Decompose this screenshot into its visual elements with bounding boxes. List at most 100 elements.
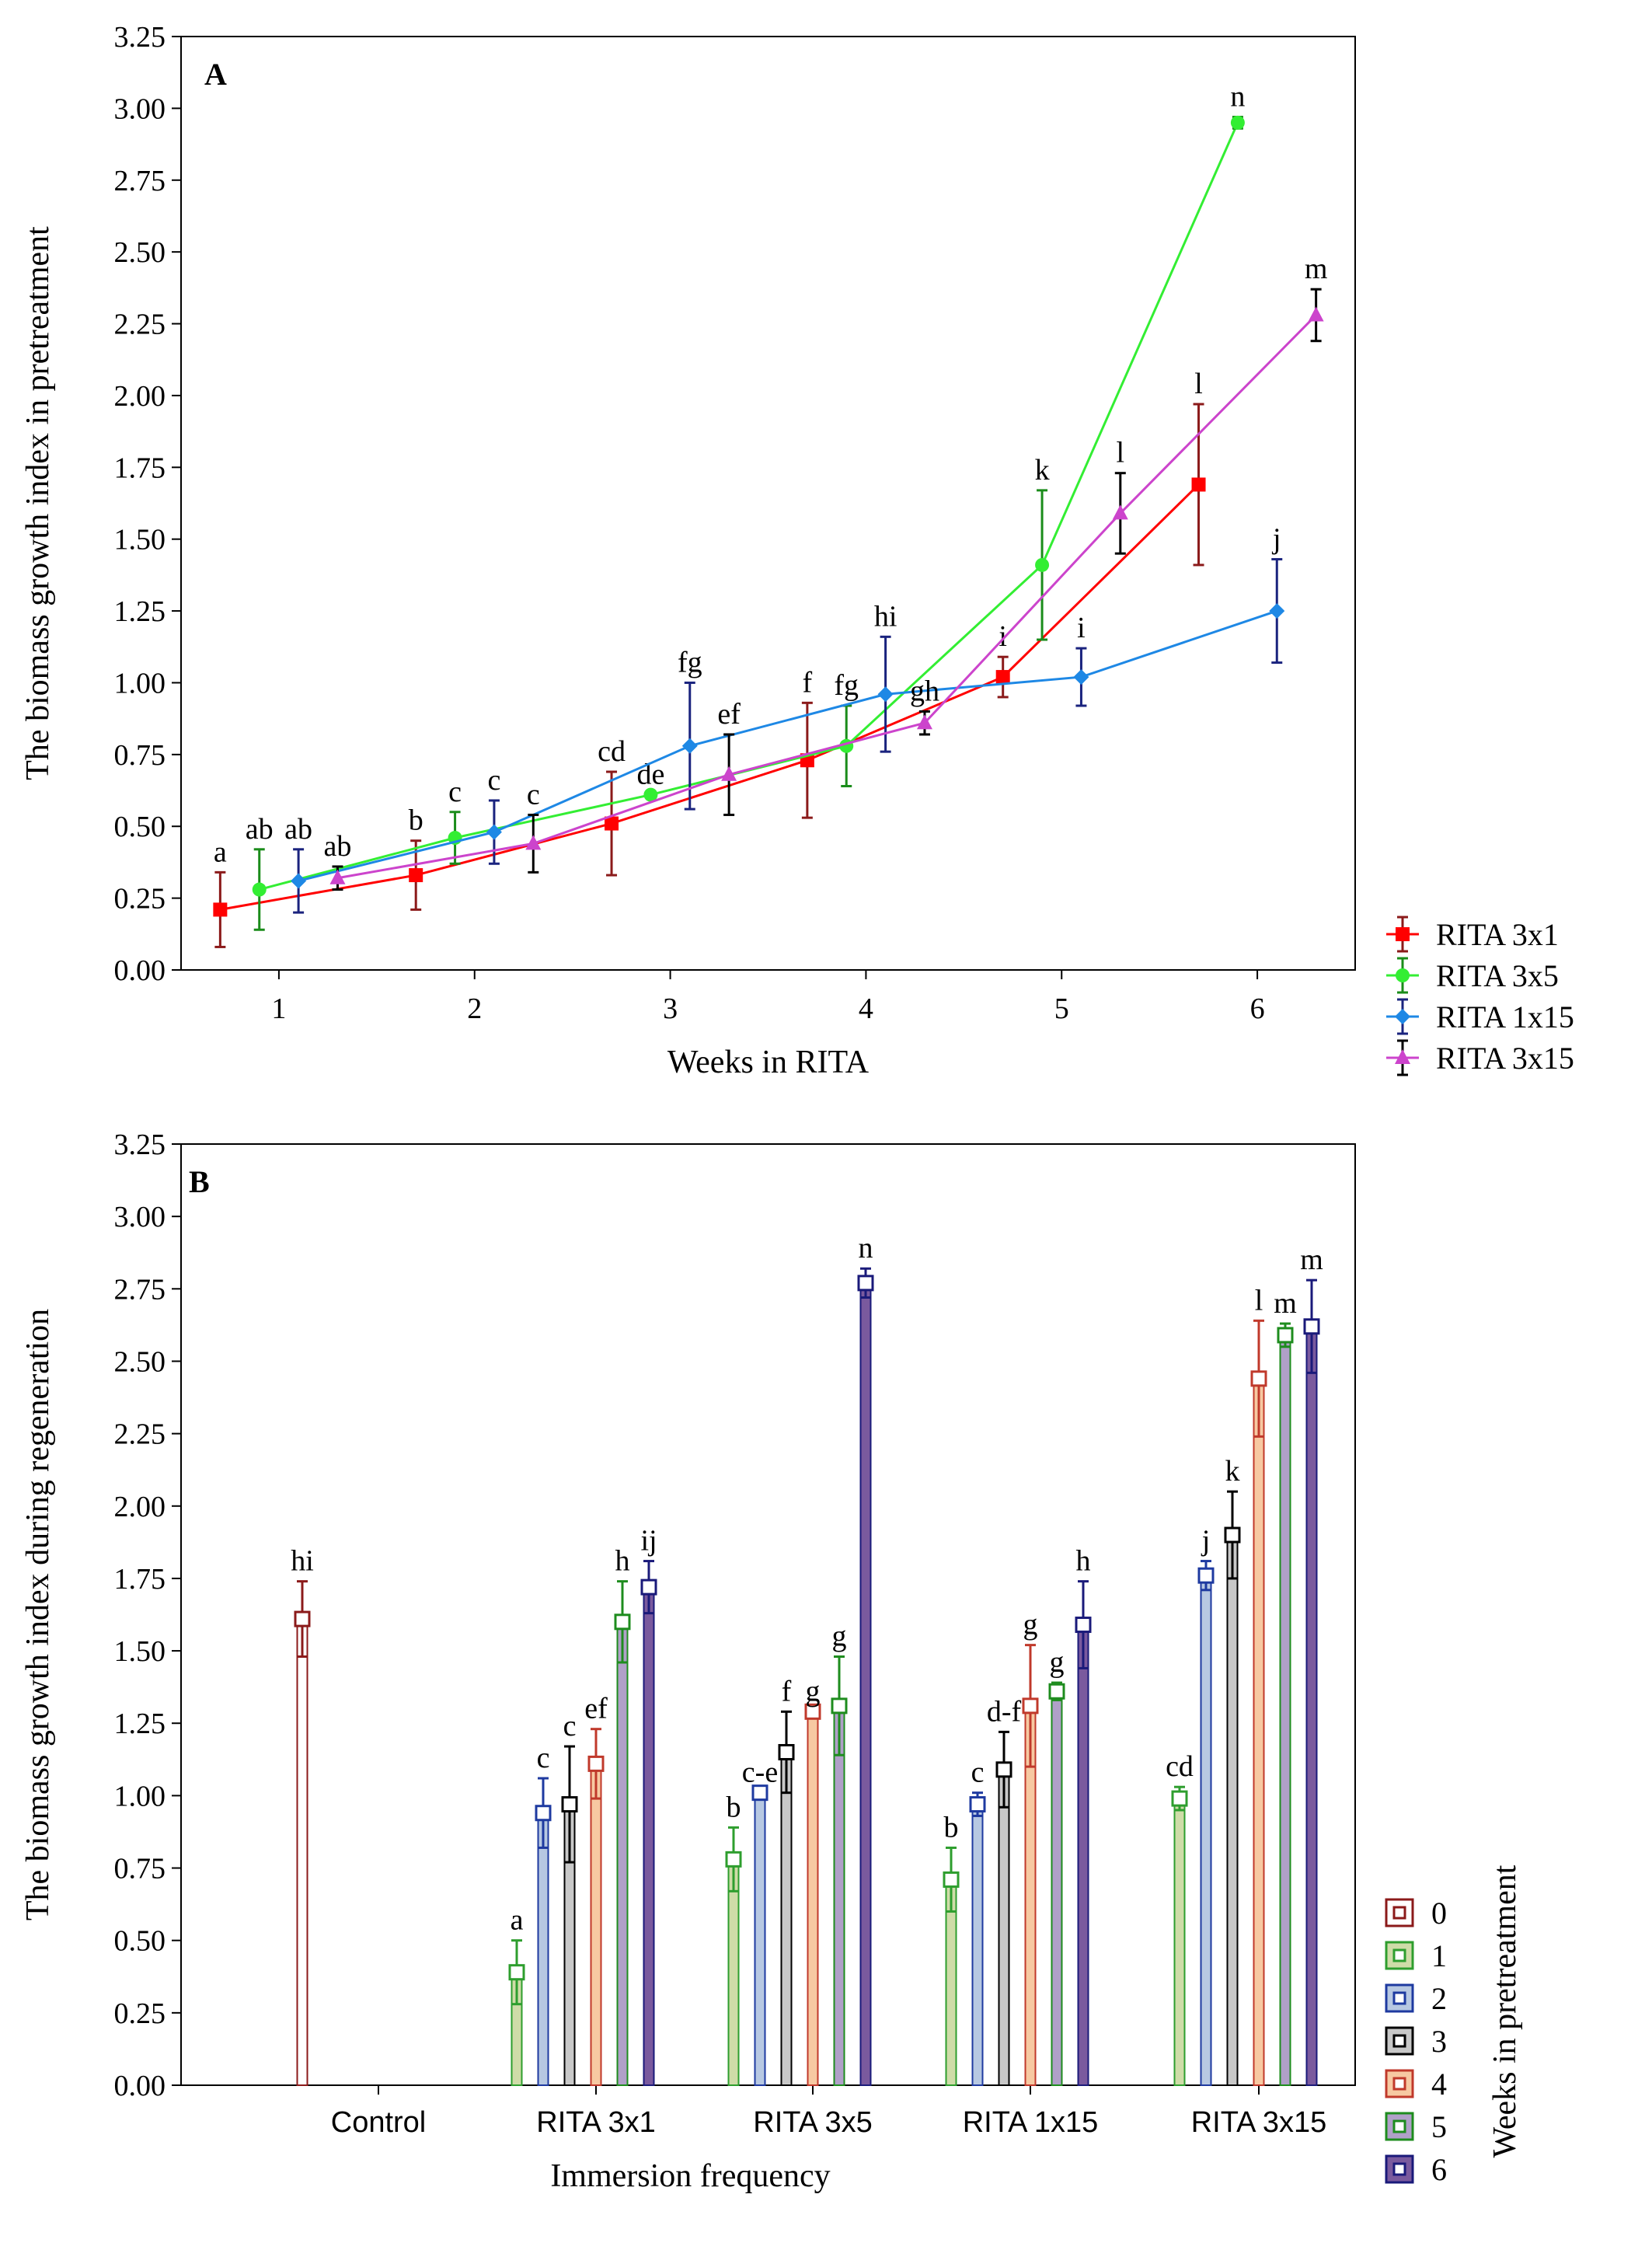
bar-mean-marker [995, 1761, 1012, 1778]
significance-letter: c [563, 1710, 577, 1742]
bar [833, 1704, 845, 2086]
bar-mean-marker [587, 1755, 605, 1772]
significance-letter: c [971, 1756, 985, 1789]
panel-label-b: B [189, 1164, 210, 1199]
significance-letter: c [527, 778, 540, 811]
significance-letter: b [727, 1791, 741, 1823]
bar [754, 1791, 766, 2086]
legend-item-b: 0 [1385, 1896, 1447, 1931]
data-point [1230, 115, 1245, 130]
bar [616, 1620, 629, 2087]
significance-letter: g [1050, 1646, 1065, 1679]
data-point [1191, 477, 1206, 492]
significance-letter: i [1077, 612, 1086, 644]
significance-letter: n [859, 1232, 873, 1265]
significance-letter: ij [640, 1525, 657, 1558]
series-line [298, 609, 1277, 882]
legend-item-a: RITA 3x1 [1386, 916, 1559, 953]
bar [727, 1858, 740, 2087]
significance-letter: f [782, 1675, 792, 1708]
x-tick-label-a: 4 [859, 992, 873, 1025]
legend-swatch [1385, 1898, 1414, 1927]
legend-label-b: 0 [1431, 1896, 1447, 1931]
significance-letter: l [1255, 1284, 1263, 1317]
legend-swatch-marker [1392, 2119, 1406, 2133]
significance-letter: m [1300, 1244, 1323, 1276]
data-point [1308, 306, 1324, 322]
y-tick-label-b: 1.75 [114, 1563, 166, 1596]
legend-item-a: RITA 3x5 [1386, 957, 1559, 994]
bar-mean-marker [1171, 1790, 1188, 1807]
y-tick-label-a: 1.00 [114, 667, 166, 699]
legend-item-b: 3 [1385, 2024, 1447, 2059]
bar [859, 1282, 872, 2086]
significance-letter: m [1305, 253, 1328, 285]
legend-item-b: 4 [1385, 2067, 1447, 2102]
data-point [1035, 557, 1050, 572]
significance-letter: c [537, 1742, 550, 1774]
significance-letter: m [1274, 1287, 1297, 1320]
legend-marker [1396, 927, 1410, 941]
legend-title-b: Weeks in pretreatment [1487, 1865, 1523, 2158]
legend-marker [1396, 968, 1410, 982]
category-label: RITA 3x1 [536, 2106, 655, 2139]
data-point [252, 882, 267, 897]
y-tick-label-a: 1.50 [114, 524, 166, 556]
significance-letter: h [1076, 1545, 1091, 1578]
bar [590, 1763, 602, 2087]
series-a-rita-3x15: ab c ef gh l m [324, 253, 1328, 891]
series-line [259, 122, 1239, 891]
bar [780, 1751, 793, 2086]
data-point [329, 869, 346, 884]
data-point [291, 873, 307, 889]
category-label: RITA 3x5 [753, 2106, 872, 2139]
y-tick-label-b: 2.75 [114, 1273, 166, 1306]
category-label: RITA 3x15 [1191, 2106, 1327, 2139]
bar-mean-marker [1075, 1617, 1092, 1634]
bar-mean-marker [294, 1610, 311, 1627]
legend-label-b: 1 [1431, 1938, 1447, 1973]
bar-mean-marker [831, 1697, 848, 1715]
bar [296, 1618, 308, 2086]
legend-marker [1395, 1009, 1410, 1024]
bar [807, 1711, 819, 2087]
data-point [681, 738, 698, 754]
significance-letter: c-e [742, 1756, 778, 1789]
significance-letter: d-f [987, 1695, 1022, 1728]
y-tick-label-a: 3.00 [114, 92, 166, 125]
data-point [643, 787, 658, 802]
significance-letter: n [1230, 80, 1245, 113]
bar [1279, 1334, 1291, 2086]
bar-mean-marker [943, 1871, 960, 1888]
legend-swatch [1385, 1983, 1414, 2013]
bar-mean-marker [1224, 1526, 1241, 1544]
legend-marker [1395, 1049, 1410, 1064]
y-tick-label-a: 0.25 [114, 883, 166, 916]
significance-letter: f [803, 666, 813, 699]
data-point [486, 824, 502, 840]
legend-swatch-marker [1392, 1948, 1406, 1962]
panel-label-a: A [204, 57, 227, 92]
bar-mean-marker [1022, 1697, 1039, 1715]
legend-label-a: RITA 3x1 [1436, 917, 1559, 952]
significance-letter: fg [834, 669, 859, 702]
plot-frame-b [180, 1143, 1356, 2086]
y-tick-label-a: 2.75 [114, 165, 166, 197]
bar [537, 1812, 549, 2086]
significance-letter: a [511, 1904, 524, 1937]
y-tick-label-b: 2.00 [114, 1491, 166, 1523]
significance-letter: cd [1166, 1750, 1194, 1783]
data-point [1269, 603, 1285, 619]
y-tick-label-a: 2.25 [114, 309, 166, 341]
y-tick-label-a: 2.50 [114, 236, 166, 269]
significance-letter: a [214, 835, 227, 868]
bar-mean-marker [535, 1805, 552, 1822]
bar-group-control: hi [291, 1545, 314, 2086]
legend-label-b: 5 [1431, 2109, 1447, 2144]
bar [971, 1803, 984, 2086]
y-tick-label-b: 1.00 [114, 1780, 166, 1812]
legend-swatch-marker [1392, 1991, 1406, 2005]
y-tick-label-b: 2.50 [114, 1345, 166, 1378]
